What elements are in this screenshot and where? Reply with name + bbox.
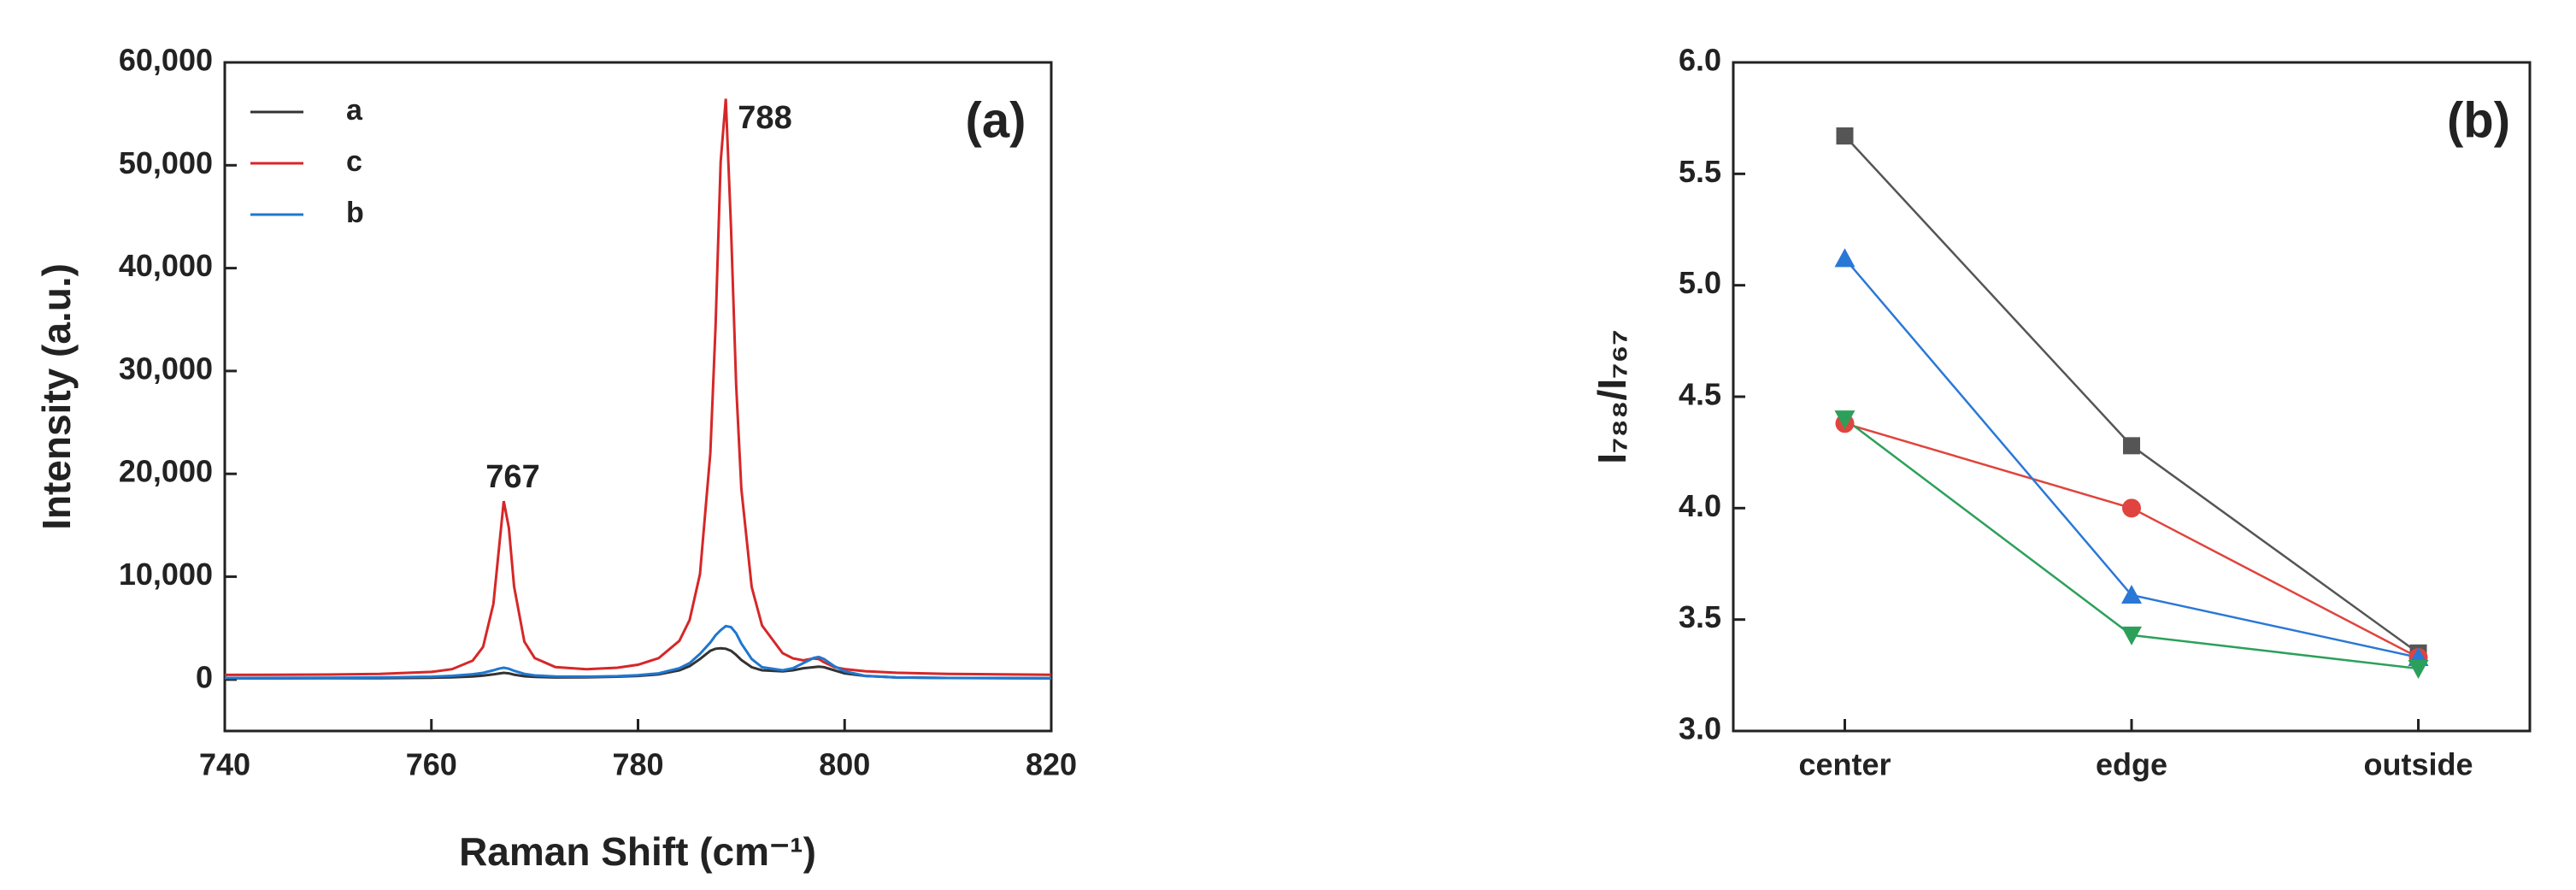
x-tick-label: edge [2096,747,2167,782]
marker [1834,410,1856,430]
y-tick-label: 5.5 [1679,154,1721,189]
x-tick-label: center [1798,747,1891,782]
spectrum-line [224,624,1052,680]
marker [2121,626,2142,645]
y-tick-label: 10,000 [119,557,213,592]
marker [2408,660,2429,680]
annotation: 788 [738,100,791,136]
series-line [1844,135,2420,654]
y-tick-label: 3.5 [1679,599,1721,634]
marker [2121,584,2142,604]
y-tick-label: 4.5 [1679,377,1721,412]
y-tick-label: 30,000 [119,351,213,386]
y-tick-label: 40,000 [119,248,213,283]
x-tick-label: 780 [612,747,663,782]
annotation: 767 [485,459,539,495]
y-tick-label: 60,000 [119,43,213,78]
legend-label: b [346,197,364,229]
spectrum-line [224,98,1052,676]
legend-label: c [346,145,362,178]
y-tick-label: 5.0 [1679,265,1721,300]
y-tick-label: 50,000 [119,145,213,180]
x-tick-label: 820 [1026,747,1077,782]
marker [1834,248,1856,268]
x-axis-title: Raman Shift (cm⁻¹) [459,829,816,874]
marker [2122,498,2141,518]
panel-label: (a) [966,92,1026,148]
panel-label: (b) [2447,92,2510,148]
x-tick-label: 760 [406,747,457,782]
y-axis-title: I₇₈₈/I₇₆₇ [1590,329,1634,464]
marker [1836,127,1854,145]
series-line [1844,422,2420,659]
spectrum-line [225,646,1052,680]
legend-label: a [346,94,363,127]
x-tick-label: outside [2364,747,2473,782]
x-tick-label: 740 [199,747,250,782]
y-tick-label: 20,000 [119,454,213,489]
marker [2123,437,2140,455]
y-axis-title: Intensity (a.u.) [34,263,79,530]
y-tick-label: 6.0 [1679,43,1721,78]
y-tick-label: 3.0 [1679,711,1721,746]
y-tick-label: 4.0 [1679,488,1721,523]
x-tick-label: 800 [819,747,870,782]
y-tick-label: 0 [196,659,213,694]
